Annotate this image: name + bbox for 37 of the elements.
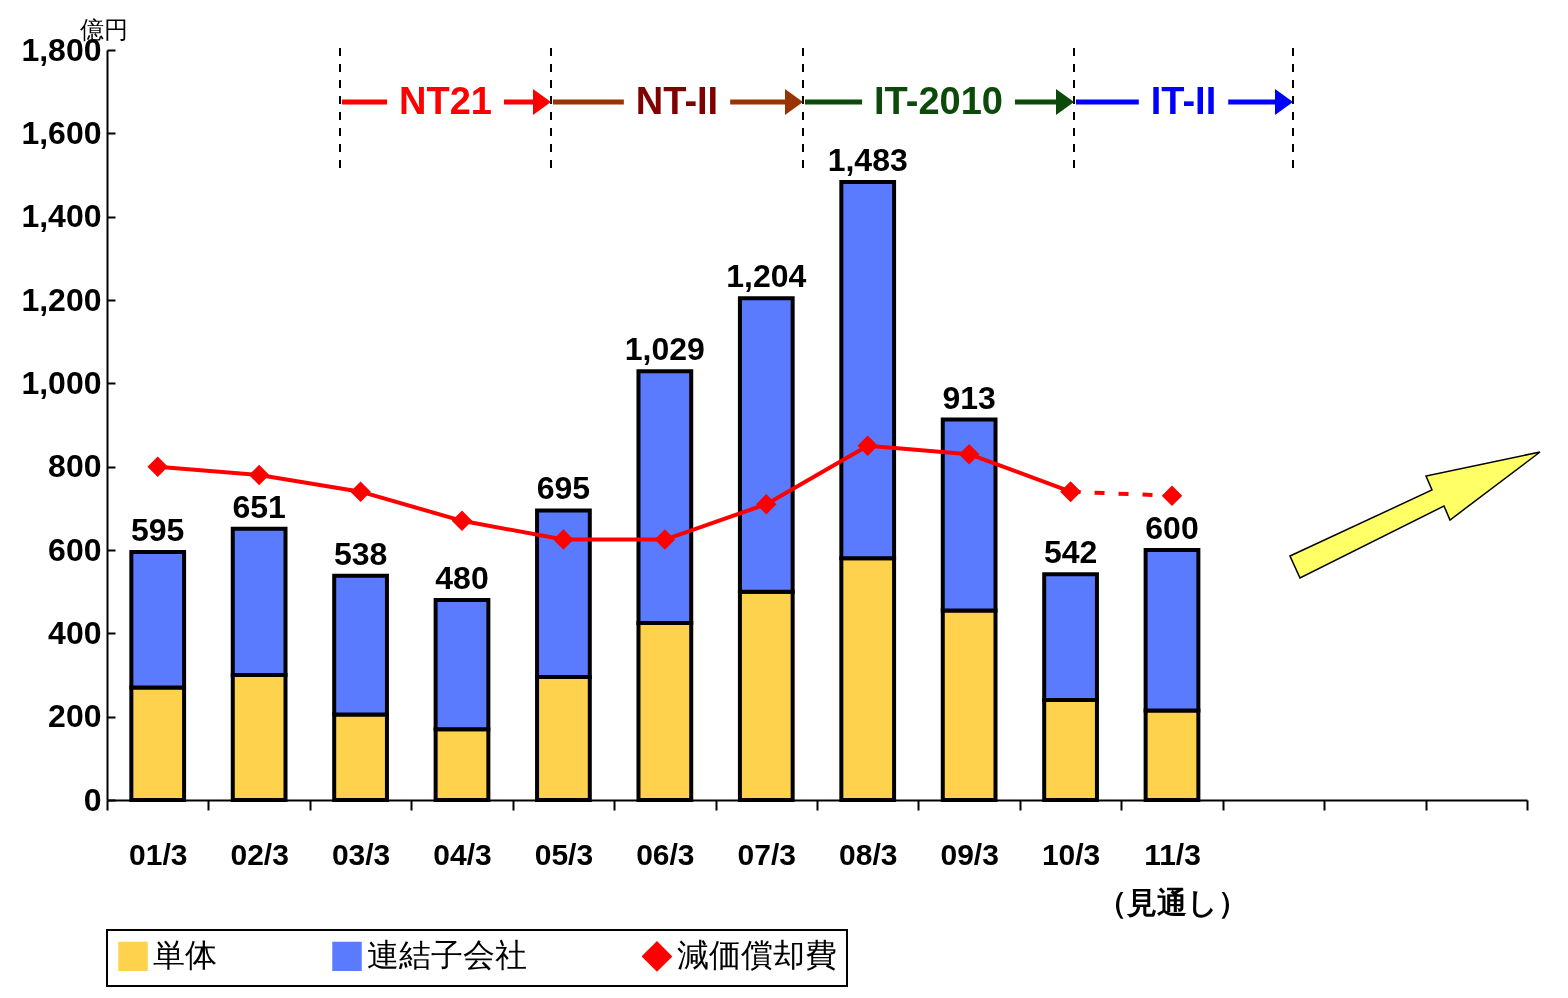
total-label: 1,204 bbox=[726, 258, 807, 295]
total-label: 595 bbox=[131, 512, 185, 549]
x-tick-label: 08/3 bbox=[839, 837, 898, 871]
total-label: 651 bbox=[232, 488, 286, 525]
y-tick-label: 200 bbox=[48, 698, 102, 735]
x-tick-label: 05/3 bbox=[534, 837, 594, 871]
total-label: 480 bbox=[435, 560, 489, 596]
y-tick-label: 400 bbox=[48, 614, 102, 651]
x-tick-label: 10/3 bbox=[1041, 837, 1101, 871]
y-tick-label: 600 bbox=[48, 531, 102, 568]
y-tick-label: 1,600 bbox=[21, 114, 102, 151]
y-tick-label: 1,200 bbox=[21, 281, 102, 318]
total-label: 538 bbox=[333, 535, 388, 572]
y-tick-label: 1,000 bbox=[21, 364, 102, 401]
x-tick-label: 03/3 bbox=[331, 837, 391, 871]
total-label: 1,029 bbox=[624, 331, 705, 368]
total-label: 1,483 bbox=[827, 142, 908, 179]
y-tick-label: 1,400 bbox=[21, 198, 102, 235]
x-tick-label: 07/3 bbox=[737, 837, 796, 871]
x-tick-label: 06/3 bbox=[636, 837, 695, 871]
total-label: 542 bbox=[1043, 534, 1098, 571]
legend-label: 減価償却費 bbox=[677, 937, 837, 974]
x-tick-label: 09/3 bbox=[940, 837, 999, 871]
y-tick-label: 0 bbox=[83, 781, 102, 818]
total-label: 695 bbox=[536, 470, 591, 507]
total-label: 600 bbox=[1145, 510, 1199, 546]
annotation: IT-II bbox=[1150, 80, 1217, 122]
legend-label: 連結子会社 bbox=[367, 937, 527, 974]
annotation: NT-II bbox=[635, 80, 719, 122]
annotation: IT-2010 bbox=[874, 80, 1003, 122]
x-tick-label: 02/3 bbox=[230, 837, 289, 871]
x-tick-label: 04/3 bbox=[433, 837, 492, 871]
x-tick-label: 01/3 bbox=[129, 837, 188, 871]
legend-label: 単体 bbox=[153, 937, 217, 974]
total-label: 913 bbox=[942, 379, 996, 416]
annotation: NT21 bbox=[399, 80, 492, 122]
y-tick-label: 800 bbox=[48, 448, 102, 485]
